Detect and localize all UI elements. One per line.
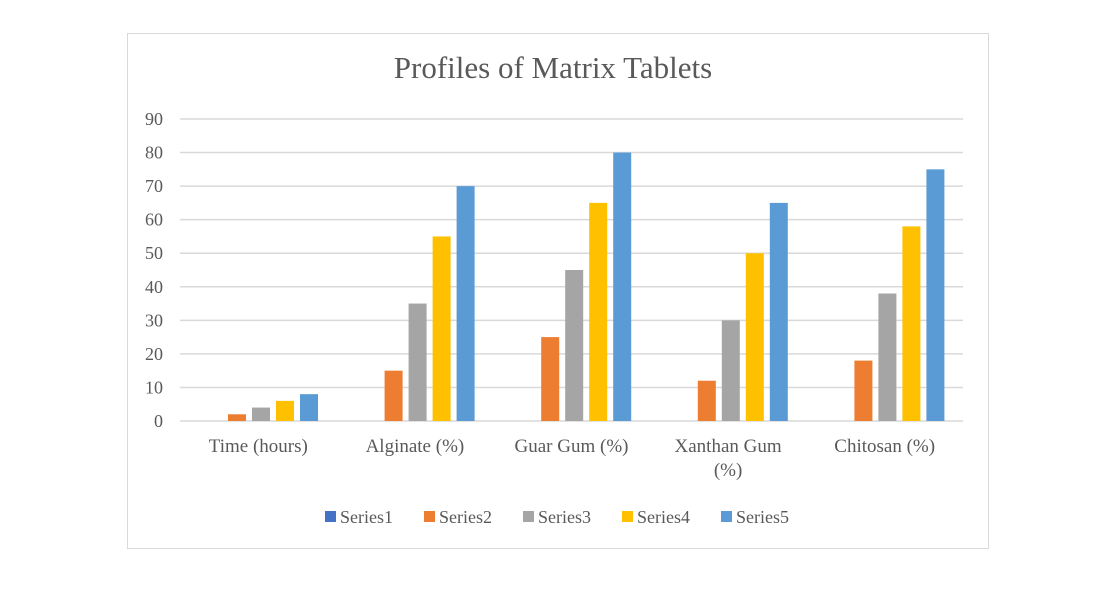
y-tick-label: 10 bbox=[145, 377, 163, 397]
bar-series3 bbox=[878, 293, 897, 421]
legend-swatch bbox=[424, 511, 435, 522]
legend-label: Series5 bbox=[736, 507, 789, 527]
bar-series5 bbox=[926, 169, 945, 421]
bar-series2 bbox=[384, 370, 403, 421]
x-tick-label: Time (hours) bbox=[209, 436, 308, 457]
bar-series2 bbox=[697, 380, 716, 421]
bar-series3 bbox=[252, 407, 270, 421]
x-tick-label: (%) bbox=[714, 460, 742, 481]
x-tick-label: Xanthan Gum bbox=[675, 436, 782, 457]
y-tick-label: 80 bbox=[145, 143, 163, 163]
legend-label: Series3 bbox=[538, 507, 591, 527]
y-tick-label: 90 bbox=[145, 109, 163, 129]
legend-label: Series1 bbox=[340, 507, 393, 527]
y-tick-label: 70 bbox=[145, 176, 163, 196]
bar-series4 bbox=[276, 400, 294, 421]
y-tick-label: 0 bbox=[154, 411, 163, 431]
bar-series3 bbox=[565, 270, 584, 421]
bar-series5 bbox=[769, 202, 788, 421]
legend-swatch bbox=[523, 511, 534, 522]
bar-series3 bbox=[408, 303, 427, 421]
x-tick-label: Alginate (%) bbox=[366, 436, 465, 457]
bar-series2 bbox=[854, 360, 873, 421]
bar-series4 bbox=[589, 202, 608, 421]
legend-label: Series2 bbox=[439, 507, 492, 527]
bar-series3 bbox=[721, 320, 740, 421]
x-tick-label: Chitosan (%) bbox=[834, 436, 935, 457]
y-tick-label: 20 bbox=[145, 344, 163, 364]
legend-swatch bbox=[325, 511, 336, 522]
y-tick-label: 30 bbox=[145, 310, 163, 330]
bar-series4 bbox=[902, 226, 921, 421]
legend-swatch bbox=[721, 511, 732, 522]
chart-frame bbox=[127, 33, 989, 549]
legend-label: Series4 bbox=[637, 507, 690, 527]
bar-series5 bbox=[456, 186, 475, 421]
bar-series2 bbox=[541, 337, 560, 421]
bar-series2 bbox=[228, 414, 246, 421]
chart-title: Profiles of Matrix Tablets bbox=[393, 50, 713, 85]
y-tick-label: 40 bbox=[145, 277, 163, 297]
bar-series4 bbox=[432, 236, 451, 421]
y-tick-label: 60 bbox=[145, 210, 163, 230]
legend-swatch bbox=[622, 511, 633, 522]
x-tick-label: Guar Gum (%) bbox=[515, 436, 629, 457]
bar-series4 bbox=[745, 253, 764, 421]
bar-series5 bbox=[300, 394, 318, 421]
y-tick-label: 50 bbox=[145, 243, 163, 263]
bar-series5 bbox=[613, 152, 632, 422]
